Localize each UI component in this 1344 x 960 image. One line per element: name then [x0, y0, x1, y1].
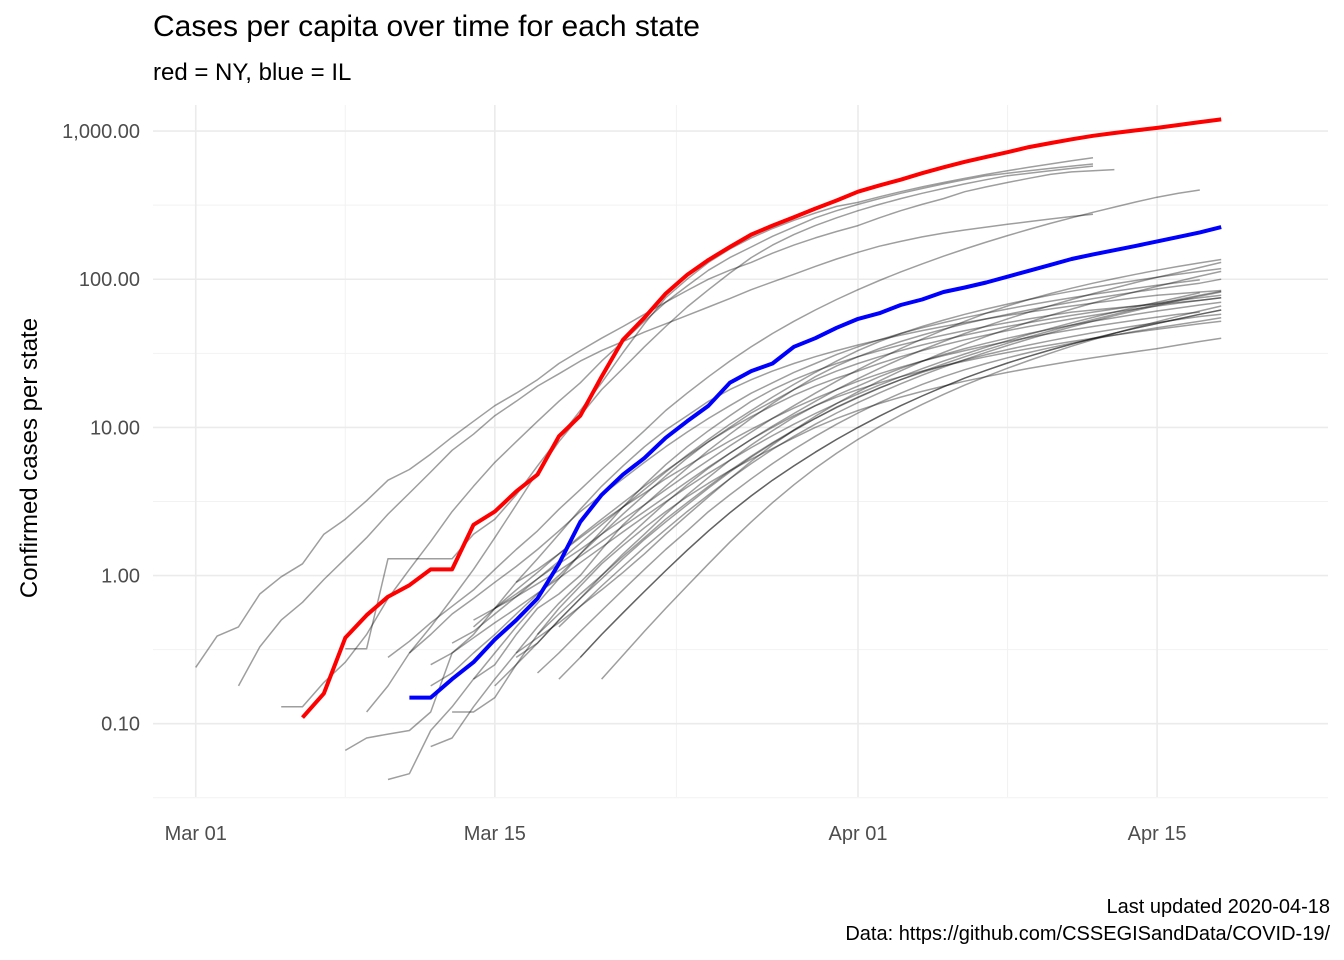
state-line [430, 294, 1222, 687]
x-tick-label: Apr 15 [1128, 823, 1187, 845]
state-line [473, 278, 1222, 680]
state-line [408, 279, 1200, 654]
y-tick-label: 1,000.00 [62, 121, 140, 143]
caption-updated: Last updated 2020-04-18 [1106, 896, 1330, 918]
grid-lines [153, 105, 1328, 799]
state-line [515, 311, 1200, 583]
state-line [515, 270, 1222, 654]
y-tick-label: 100.00 [79, 269, 140, 291]
state-line [387, 189, 1200, 658]
x-tick-label: Apr 01 [829, 823, 888, 845]
caption: Last updated 2020-04-18 Data: https://gi… [845, 894, 1330, 948]
state-line [344, 289, 1222, 752]
state-line [473, 296, 1222, 628]
x-tick-label: Mar 15 [464, 823, 526, 845]
chart-title: Cases per capita over time for each stat… [153, 10, 700, 43]
state-line [430, 292, 1200, 666]
state-line [515, 313, 1222, 659]
state-line [473, 261, 1222, 621]
state-line [494, 258, 1222, 610]
line-chart: Confirmed cases per state Mar 01 Mar 15 Ap… [16, 105, 1328, 845]
y-tick-label: 1.00 [101, 566, 140, 588]
state-line [452, 337, 1222, 713]
y-axis-label: Confirmed cases per state [16, 318, 43, 598]
state-line [494, 301, 1222, 687]
caption-source: Data: https://github.com/CSSEGISandData/… [845, 923, 1330, 945]
state-line [601, 305, 1222, 680]
state-line [558, 291, 1222, 628]
highlight-state-line [301, 117, 1222, 719]
state-line [237, 213, 1094, 687]
y-tick-label: 0.10 [101, 714, 140, 736]
state-line [536, 290, 1222, 636]
state-line [281, 163, 1094, 708]
chart-subtitle: red = NY, blue = IL [153, 59, 352, 86]
state-line [195, 168, 1115, 668]
state-line [366, 165, 1094, 713]
background-series [195, 157, 1222, 781]
axis-labels: Confirmed cases per state Mar 01 Mar 15 Ap… [16, 121, 1187, 845]
state-line [451, 267, 1222, 644]
state-line [430, 320, 1222, 748]
x-tick-label: Mar 01 [165, 823, 227, 845]
state-line [536, 316, 1222, 674]
state-line [579, 309, 1222, 658]
state-line [558, 309, 1222, 680]
state-line [387, 296, 1222, 781]
highlight-state-line [409, 225, 1222, 700]
highlight-series [301, 117, 1222, 719]
y-tick-label: 10.00 [90, 417, 140, 439]
